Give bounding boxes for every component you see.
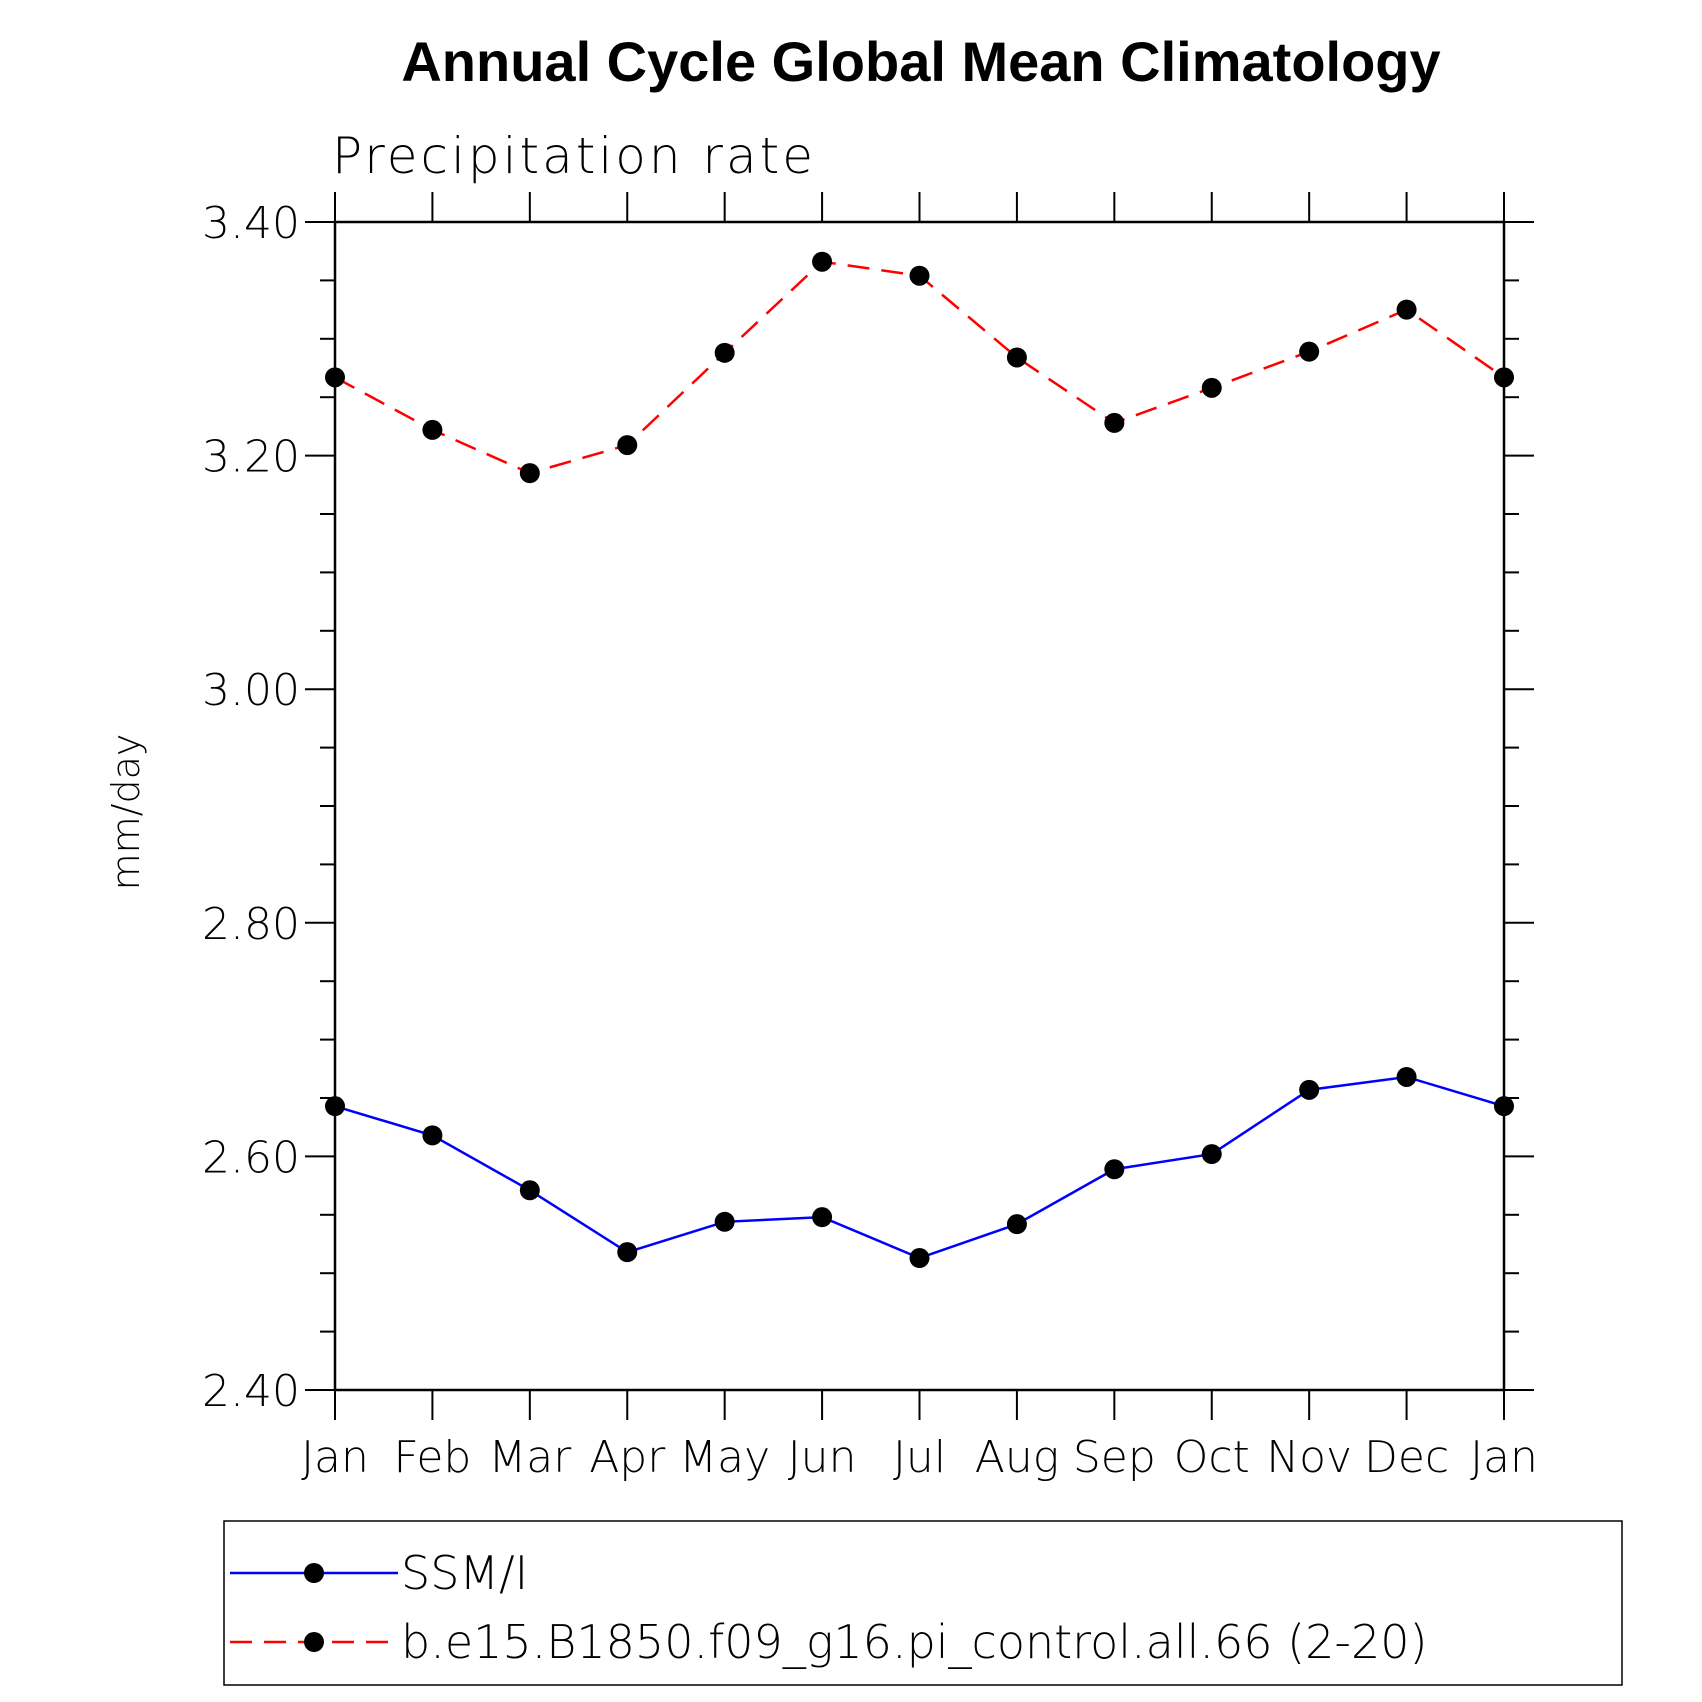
series-0-point xyxy=(1006,1214,1027,1235)
x-tick-label: Jan xyxy=(301,1432,369,1483)
x-tick-label: Jul xyxy=(893,1432,946,1483)
series-0-point xyxy=(422,1125,443,1146)
series-group xyxy=(325,251,1514,1269)
series-0-point xyxy=(1201,1144,1222,1165)
series-1-point xyxy=(519,463,540,484)
x-tick-label: Apr xyxy=(589,1432,666,1483)
x-tick-label: Aug xyxy=(975,1432,1059,1483)
legend-box xyxy=(223,1520,1623,1686)
series-1-point xyxy=(714,342,735,363)
series-0-point xyxy=(812,1207,833,1228)
series-0-point xyxy=(617,1242,638,1263)
y-tick-label: 2.80 xyxy=(202,899,300,950)
series-1-point xyxy=(617,435,638,456)
series-0-point xyxy=(1494,1096,1514,1117)
series-0-point xyxy=(1396,1066,1417,1087)
series-1-point xyxy=(1299,341,1320,362)
y-tick-label: 2.40 xyxy=(202,1366,300,1417)
series-0-point xyxy=(1104,1159,1125,1180)
series-1-point xyxy=(1494,367,1514,388)
series-0-point xyxy=(325,1096,345,1117)
chart-subtitle: Precipitation rate xyxy=(332,127,816,185)
y-tick-label: 3.20 xyxy=(202,432,300,483)
series-1-point xyxy=(1396,299,1417,320)
x-tick-label: Nov xyxy=(1266,1432,1352,1483)
legend: SSM/I b.e15.B1850.f09_g16.pi_control.all… xyxy=(223,1520,1623,1686)
series-line-1 xyxy=(334,260,1505,475)
x-tick-label: Dec xyxy=(1364,1432,1449,1483)
series-1-point xyxy=(325,367,345,388)
y-tick-label: 3.00 xyxy=(202,665,300,716)
series-1-point xyxy=(1201,377,1222,398)
y-axis-label: mm/day xyxy=(104,734,148,891)
legend-label-model: b.e15.B1850.f09_g16.pi_control.all.66 (2… xyxy=(401,1615,1427,1669)
x-tick-label: Mar xyxy=(488,1432,572,1483)
y-tick-label: 3.40 xyxy=(202,198,300,249)
legend-label-ssmi: SSM/I xyxy=(401,1546,528,1600)
series-0-point xyxy=(714,1211,735,1232)
x-tick-label: May xyxy=(679,1432,770,1483)
chart-title: Annual Cycle Global Mean Climatology xyxy=(401,30,1440,93)
legend-marker-model xyxy=(304,1632,324,1652)
x-tick-label: Sep xyxy=(1073,1432,1156,1483)
series-1-point xyxy=(422,419,443,440)
series-1-point xyxy=(909,265,930,286)
series-1-point xyxy=(812,251,833,272)
ticks-group: 2.40 2.60 2.80 3.00 3.20 3.40 Jan Feb Mar Apr May J… xyxy=(202,192,1538,1483)
series-1-point xyxy=(1006,347,1027,368)
legend-marker-ssmi xyxy=(304,1563,324,1583)
series-0-point xyxy=(1299,1079,1320,1100)
x-tick-label: Jan xyxy=(1470,1432,1538,1483)
x-tick-label: Oct xyxy=(1174,1432,1250,1483)
series-1-point xyxy=(1104,412,1125,433)
series-line-0 xyxy=(334,1075,1505,1260)
series-0-point xyxy=(909,1248,930,1269)
plot-frame-group xyxy=(333,220,1506,1392)
plot-frame xyxy=(333,220,1506,1392)
x-tick-label: Jun xyxy=(788,1432,857,1483)
x-tick-label: Feb xyxy=(393,1432,471,1483)
series-0-point xyxy=(519,1180,540,1201)
y-tick-label: 2.60 xyxy=(202,1132,300,1183)
